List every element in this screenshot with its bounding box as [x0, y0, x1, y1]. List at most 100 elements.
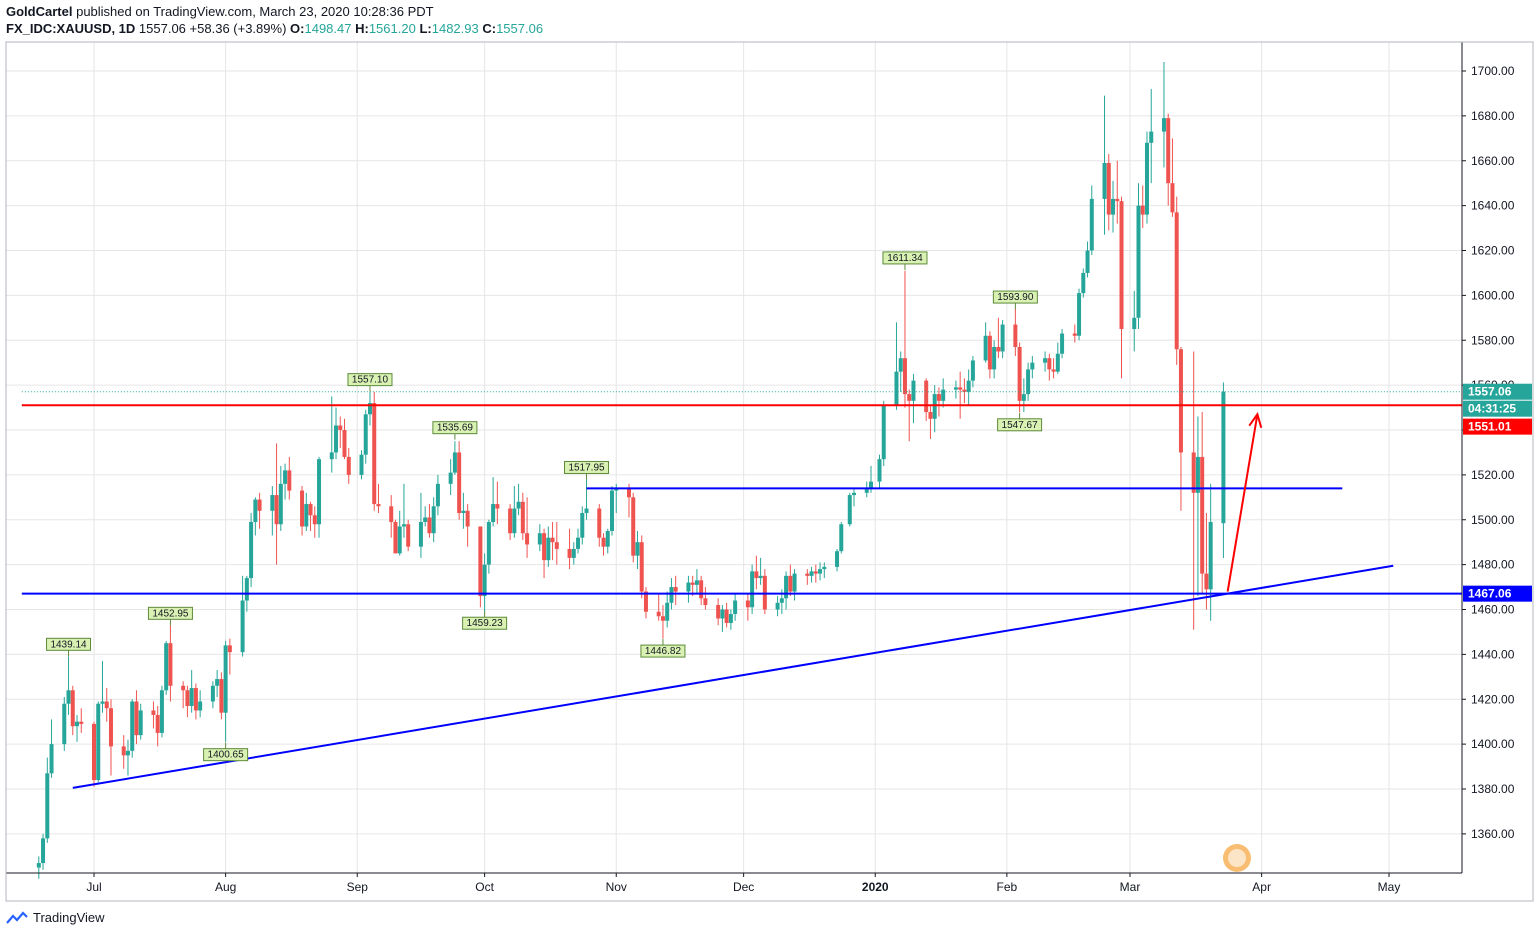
candle-body: [966, 380, 971, 392]
candle-body: [62, 703, 67, 745]
pivot-label-text: 1459.23: [467, 618, 504, 629]
candle-body: [359, 454, 364, 475]
candle-body: [996, 346, 1001, 352]
candle-body: [983, 335, 988, 361]
candle-body: [253, 499, 258, 522]
candle-body: [626, 488, 631, 498]
pivot-label-box: [882, 251, 928, 265]
price-axis[interactable]: 1360.00 1380.00 1400.00 1420.00 1440.00 1460.…: [1462, 64, 1515, 841]
candle-body: [96, 703, 101, 781]
candle-body: [852, 492, 857, 496]
candle-body: [270, 495, 275, 511]
chart-frame: [5, 41, 1534, 902]
candle-body: [902, 358, 907, 395]
time-axis[interactable]: Jul Aug Sep Oct Nov Dec 2020 Feb Mar Apr May: [86, 873, 1400, 894]
candle-body: [45, 773, 50, 839]
candle-body: [835, 551, 840, 567]
y-tick-label: 1360.00: [1471, 827, 1515, 841]
candle-body: [567, 548, 572, 558]
candle-body: [397, 526, 402, 554]
x-tick-label: Dec: [733, 880, 754, 894]
candle-body: [877, 459, 882, 482]
author-name[interactable]: GoldCartel: [6, 4, 73, 19]
candle-body: [1017, 346, 1022, 401]
candle-body: [1178, 349, 1183, 453]
candle-body: [457, 452, 462, 514]
y-tick-label: 1520.00: [1471, 468, 1515, 482]
candle-body: [907, 394, 912, 401]
candle-body: [240, 600, 245, 653]
candle-body: [304, 504, 309, 527]
candle-body: [134, 701, 139, 736]
uptrend-trend-line: [72, 564, 1394, 789]
candle-body: [130, 701, 135, 751]
candle-body: [1136, 205, 1141, 318]
candle-body: [418, 521, 423, 547]
last-price-value: 1557.06: [138, 21, 186, 36]
candle-body: [669, 587, 674, 603]
candle-body: [554, 542, 559, 549]
candle-body: [512, 508, 517, 534]
y-tick-label: 1480.00: [1471, 558, 1515, 572]
candle-body: [665, 602, 670, 621]
candle-body: [1195, 456, 1200, 493]
candle-body: [312, 515, 317, 525]
pivot-labels: 1439.14 1452.95 1400.65 1557.10 1535.69 1459.…: [46, 251, 1043, 762]
candle-body: [758, 575, 763, 579]
candle-body: [656, 611, 661, 617]
footer-brand[interactable]: TradingView: [6, 910, 105, 925]
candle-body: [1013, 324, 1018, 347]
candle-body: [121, 746, 126, 756]
pivot-label-box: [432, 421, 478, 435]
candle-body: [1060, 333, 1065, 354]
candle-body: [423, 517, 428, 522]
low-label: L:: [419, 21, 432, 36]
y-tick-label: 1620.00: [1471, 244, 1515, 258]
candle-body: [614, 488, 619, 491]
candle-body: [686, 582, 691, 592]
candle-body: [300, 490, 305, 527]
candle-body: [367, 403, 372, 415]
candle-body: [482, 564, 487, 597]
x-tick-label: Oct: [475, 880, 494, 894]
drawing-layer: [21, 391, 1462, 789]
pivot-label-box: [640, 644, 686, 658]
candle-body: [1174, 212, 1179, 350]
pivot-label-box: [992, 290, 1038, 304]
candle-body: [720, 609, 725, 619]
candle-body: [745, 600, 750, 608]
candle-body: [847, 495, 852, 525]
candle-body: [1106, 162, 1111, 215]
candle-body: [936, 394, 941, 401]
candle-body: [779, 598, 784, 603]
x-tick-label: Nov: [606, 880, 627, 894]
chart-grid: [6, 42, 1462, 873]
candle-body: [308, 504, 313, 516]
candle-body: [219, 679, 224, 713]
candle-body: [338, 425, 343, 430]
candle-body: [389, 506, 394, 522]
y-tick-label: 1700.00: [1471, 64, 1515, 78]
candle-body: [155, 714, 160, 733]
candle-body: [452, 452, 457, 473]
pivot-label-box: [462, 616, 508, 630]
candle-body: [427, 517, 432, 534]
candle-body: [274, 495, 279, 525]
footer-brand-label: TradingView: [33, 910, 105, 925]
candle-body: [168, 643, 173, 686]
candle-body: [716, 605, 721, 619]
candle-body: [435, 483, 440, 507]
candle-body: [223, 645, 228, 713]
pivot-label-text: 1535.69: [437, 423, 474, 434]
symbol-label[interactable]: FX_IDC:XAUUSD, 1D: [6, 21, 136, 36]
candle-body: [283, 470, 288, 484]
candle-body: [775, 602, 780, 610]
open-label: O:: [290, 21, 305, 36]
pivot-label-text: 1400.65: [208, 750, 245, 761]
price-tag-box: [1463, 383, 1532, 400]
candle-body: [100, 701, 105, 704]
pivot-label-text: 1547.67: [1002, 420, 1039, 431]
candle-body: [1191, 452, 1196, 493]
candle-body: [660, 616, 665, 621]
